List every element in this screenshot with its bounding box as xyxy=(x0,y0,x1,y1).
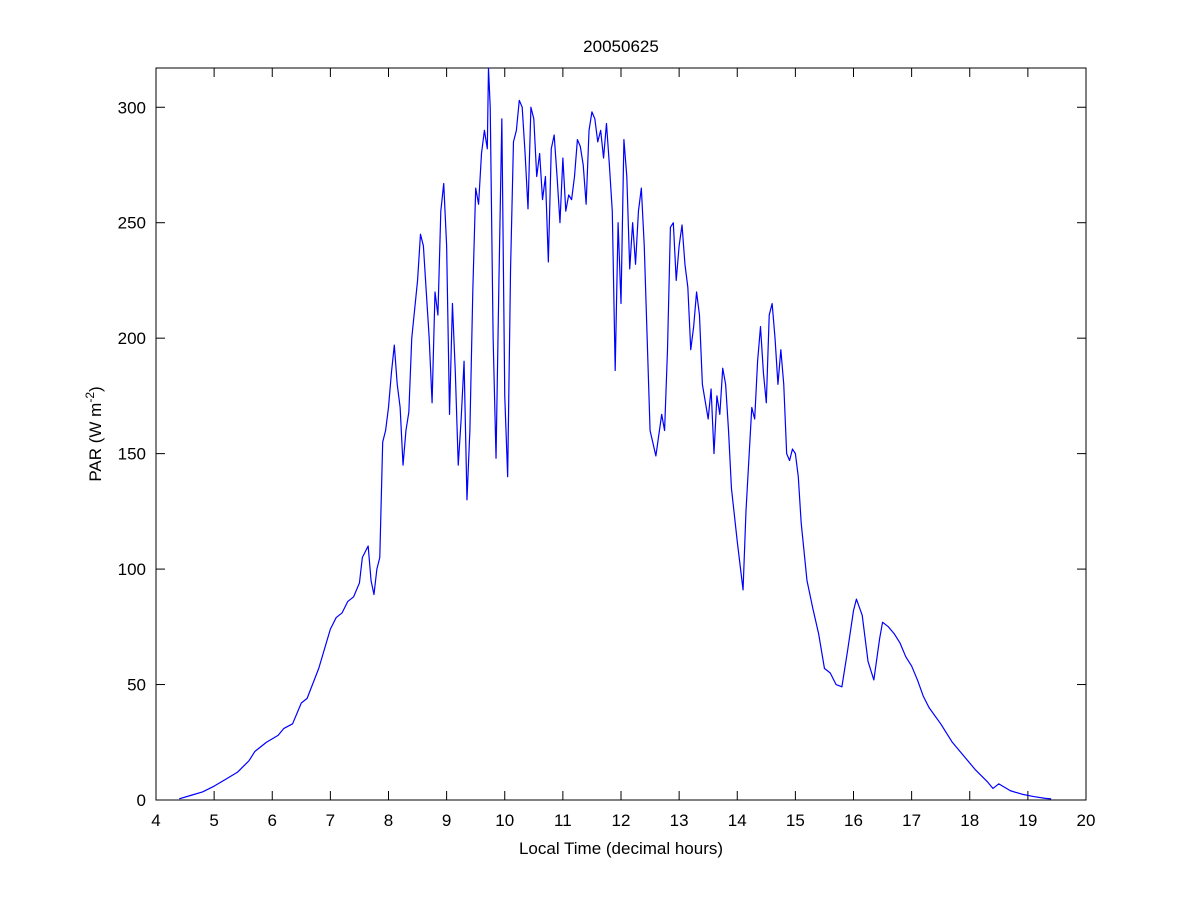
x-tick-label: 15 xyxy=(786,811,805,830)
y-axis-label-text: PAR (W m xyxy=(86,403,105,482)
y-tick-label: 200 xyxy=(118,329,146,348)
x-tick-label: 19 xyxy=(1018,811,1037,830)
x-axis-label: Local Time (decimal hours) xyxy=(519,839,723,858)
y-axis-label: PAR (W m-2) xyxy=(83,386,105,481)
x-tick-label: 17 xyxy=(902,811,921,830)
x-tick-label: 7 xyxy=(326,811,335,830)
x-tick-label: 10 xyxy=(495,811,514,830)
x-tick-label: 5 xyxy=(209,811,218,830)
y-tick-label: 50 xyxy=(127,676,146,695)
x-tick-label: 9 xyxy=(442,811,451,830)
x-tick-label: 6 xyxy=(268,811,277,830)
x-tick-label: 16 xyxy=(844,811,863,830)
y-tick-label: 0 xyxy=(137,791,146,810)
x-tick-label: 20 xyxy=(1077,811,1096,830)
y-tick-label: 300 xyxy=(118,98,146,117)
x-tick-label: 14 xyxy=(728,811,747,830)
y-tick-label: 100 xyxy=(118,560,146,579)
y-tick-label: 250 xyxy=(118,214,146,233)
x-tick-label: 4 xyxy=(151,811,160,830)
y-tick-label: 150 xyxy=(118,445,146,464)
data-line xyxy=(179,67,1052,800)
y-axis-label-superscript: -2 xyxy=(83,392,97,403)
x-tick-label: 18 xyxy=(960,811,979,830)
x-tick-label: 11 xyxy=(554,811,572,830)
chart-title: 20050625 xyxy=(583,37,659,56)
x-tick-label: 8 xyxy=(384,811,393,830)
x-tick-label: 13 xyxy=(670,811,689,830)
x-tick-label: 12 xyxy=(612,811,631,830)
y-axis-label-text: ) xyxy=(86,386,105,392)
